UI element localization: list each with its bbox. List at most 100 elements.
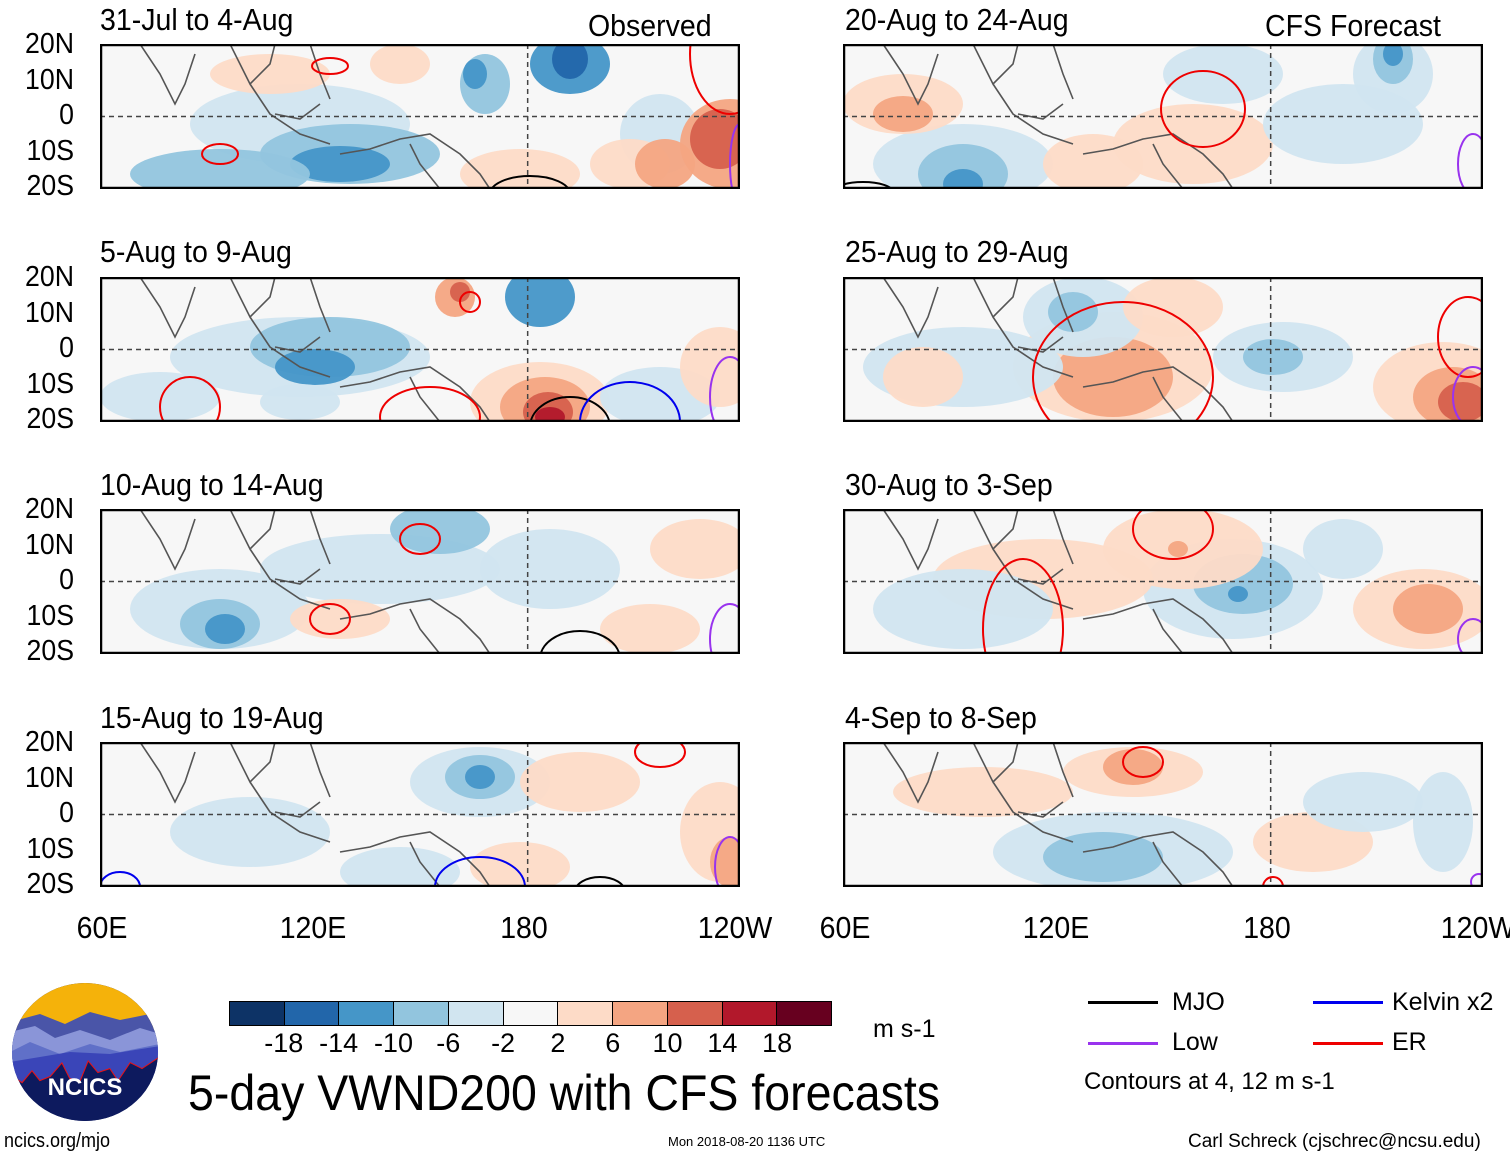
mjo-contour [843,181,893,189]
colorbar-tick-label: 10 [652,1028,683,1058]
anomaly-shading [1393,584,1463,634]
panel-title-p4: 15-Aug to 19-Aug [100,700,324,735]
x-tick-left-120e: 120E [279,910,347,945]
anomaly-shading [535,407,565,422]
x-tick-right-180: 180 [1243,910,1291,945]
legend-line-kelvin [1313,1001,1383,1004]
panel-frame [843,44,1483,189]
kelvin-contour [579,381,681,422]
er-contour [1437,296,1483,378]
ncics-logo: NCICS [12,983,158,1121]
anomaly-shading [600,604,700,654]
anomaly-shading [390,509,490,554]
anomaly-shading [1163,44,1283,104]
map-panel-p4 [100,742,740,887]
map-panel-p8 [843,742,1483,887]
map-panel-p1 [100,44,740,189]
anomaly-shading [450,282,470,302]
anomaly-shading [918,144,1008,189]
panel-title-p7: 30-Aug to 3-Sep [845,467,1053,502]
map-panel-p2 [100,277,740,422]
colorbar [229,1001,832,1026]
low-contour [709,356,740,422]
colorbar-tick-label: -2 [491,1028,516,1058]
anomaly-shading [1303,772,1423,832]
panel-title-p6: 25-Aug to 29-Aug [845,234,1069,269]
anomaly-shading [690,109,740,169]
er-contour [1160,70,1246,148]
coastline [139,44,491,189]
panel-title-p2: 5-Aug to 9-Aug [100,234,292,269]
anomaly-shading [1103,749,1163,785]
er-contour [689,44,740,115]
anomaly-shading [1438,382,1483,422]
anomaly-shading [1383,44,1403,66]
er-contour [311,57,349,75]
y-tick-label: 20N [25,28,74,60]
y-tick-label: 0 [59,332,74,364]
author-credit: Carl Schreck (cjschrec@ncsu.edu) [1188,1131,1481,1152]
y-tick-label: 10N [25,528,74,561]
anomaly-shading [650,519,740,579]
x-tick-left-60e: 60E [76,910,128,945]
panel-tag-cfs-forecast: CFS Forecast [1265,8,1441,43]
anomaly-shading [1168,541,1188,557]
anomaly-shading [505,277,575,327]
er-contour [634,742,686,768]
low-contour [1452,366,1483,422]
anomaly-shading [680,327,740,407]
anomaly-shading [1048,292,1098,332]
er-contour [399,523,441,555]
anomaly-shading [260,384,340,420]
panel-tag-observed: Observed [588,8,712,43]
y-tick-label: 10N [25,63,74,96]
y-tick-label: 20S [26,635,74,667]
panel-title-p5: 20-Aug to 24-Aug [845,2,1069,37]
y-tick-label: 0 [59,797,74,829]
y-tick-label: 0 [59,564,74,596]
legend-label-mjo: MJO [1172,988,1225,1016]
colorbar-tick-label: 2 [550,1028,566,1058]
er-contour [309,603,351,635]
y-tick-label: 20N [25,261,74,293]
panel-frame [100,742,740,887]
anomaly-shading [1123,277,1223,337]
map-panel-p7 [843,509,1483,654]
low-contour [714,836,740,887]
colorbar-tick-label: 18 [762,1028,793,1058]
low-contour [1457,133,1483,189]
y-tick-label: 10N [25,296,74,329]
coastline [139,277,491,422]
colorbar-swatch [230,1002,285,1025]
colorbar-swatch [448,1002,504,1025]
colorbar-units: m s-1 [873,1015,936,1043]
legend-label-low: Low [1172,1028,1218,1056]
map-panel-p6 [843,277,1483,422]
mjo-contour [575,876,625,887]
kelvin-contour [434,856,526,887]
legend-line-er [1313,1042,1383,1045]
map-panel-p5 [843,44,1483,189]
anomaly-shading [480,529,620,609]
er-contour [201,143,239,165]
coastline [882,509,1234,654]
anomaly-shading [100,372,220,422]
y-tick-label: 0 [59,99,74,131]
y-tick-label: 10S [26,134,74,167]
anomaly-shading [1243,339,1303,375]
anomaly-shading [470,842,570,887]
er-contour [1032,301,1214,422]
anomaly-shading [465,765,495,789]
map-panel-p3 [100,509,740,654]
er-contour [459,291,481,313]
panel-frame [843,509,1483,654]
colorbar-swatch [613,1002,668,1025]
x-tick-right-120w: 120W [1440,910,1510,945]
panel-frame [843,742,1483,887]
colorbar-tick-label: -10 [373,1028,413,1058]
colorbar-tick-label: -6 [436,1028,461,1058]
anomaly-shading [873,569,1053,649]
low-contour [1457,618,1483,654]
colorbar-tick-label: -14 [319,1028,359,1058]
anomaly-shading [635,139,695,189]
